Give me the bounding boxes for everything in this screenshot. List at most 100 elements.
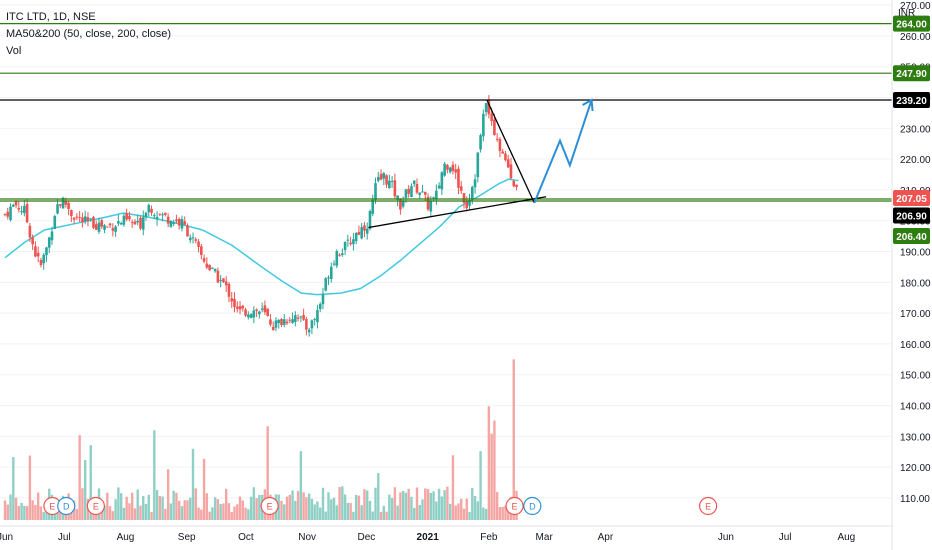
volume-bar (194, 488, 197, 520)
candle-body (487, 99, 491, 115)
volume-bar (252, 487, 256, 520)
candle-body (338, 254, 341, 256)
candle-body (421, 191, 424, 193)
price-tick-label: 260.00 (900, 32, 931, 43)
candle-body (213, 268, 217, 272)
volume-bar (280, 500, 283, 520)
price-axis[interactable]: 270.00260.00250.00240.00230.00220.00210.… (891, 0, 931, 550)
time-tick-label: Jul (58, 532, 71, 543)
price-tick-label: 110.00 (900, 494, 930, 505)
candle-body (103, 225, 106, 230)
volume-bar (225, 488, 228, 520)
candle-body (150, 208, 153, 213)
volume-bar (106, 492, 109, 520)
candle-body (67, 202, 70, 209)
volume-bar (183, 500, 186, 520)
volume-bar (23, 505, 26, 520)
volume-bar (31, 500, 34, 520)
volume-bar (487, 406, 491, 520)
price-label-tags: 264.00 247.90 239.20 207.05 206.90 206.40 (893, 15, 930, 245)
candle-body (404, 189, 408, 198)
volume-indicator-label[interactable]: Vol (6, 45, 22, 57)
candle-body (291, 319, 294, 324)
volume-bar (379, 511, 383, 520)
candle-body (25, 203, 29, 223)
trendline (368, 196, 547, 229)
chart-legend: ITC LTD, 1D, NSE MA50&200 (50, close, 20… (6, 9, 171, 60)
candle-body (14, 201, 18, 206)
projection-arrow[interactable] (533, 98, 594, 204)
candle-body (94, 224, 98, 230)
candle-body (61, 197, 65, 209)
volume-bar (169, 503, 173, 520)
price-tag (893, 15, 930, 32)
candle-body (70, 210, 73, 217)
candle-body (136, 220, 140, 223)
volume-bar (83, 460, 87, 520)
trendlines[interactable] (368, 99, 547, 229)
price-tag-label: 247.90 (896, 69, 927, 80)
candle-body (482, 113, 485, 137)
earnings-marker (86, 496, 105, 516)
candle-body (130, 222, 134, 224)
candle-body (294, 315, 297, 323)
volume-bar (288, 494, 291, 520)
candle-body (446, 164, 449, 170)
volume-bar (493, 420, 496, 520)
volume-bar (78, 435, 81, 520)
volume-bar (316, 501, 319, 520)
event-marker-label: D (63, 502, 70, 512)
volume-bar (291, 490, 294, 520)
price-tick-label: 140.00 (900, 402, 931, 413)
candle-body (476, 152, 480, 178)
volume-bar (64, 511, 68, 520)
volume-bar (111, 511, 115, 520)
candle-body (197, 241, 200, 248)
price-tick-label: 120.00 (900, 463, 931, 474)
candle-body (255, 309, 258, 311)
volume-bar (238, 496, 242, 520)
candle-body (515, 184, 518, 188)
symbol-title[interactable]: ITC LTD, 1D, NSE (6, 11, 96, 23)
volume-bar (341, 486, 344, 520)
time-axis[interactable]: Jun Jul Aug Sep Oct Nov Dec 2021 Feb Mar Apr Jun Jul… (0, 525, 892, 543)
price-tag (893, 92, 930, 108)
candle-body (354, 233, 358, 242)
volume-bar (321, 487, 325, 520)
candle-body (504, 153, 507, 161)
ma50-polyline (4, 178, 519, 296)
candle-body (230, 298, 234, 302)
candle-body (263, 305, 267, 313)
candle-body (410, 186, 413, 198)
time-tick-label: Sep (178, 532, 196, 543)
candle-body (307, 329, 311, 333)
candle-body (343, 242, 347, 251)
candle-body (282, 319, 286, 325)
candle-body (506, 159, 510, 168)
candle-body (271, 326, 275, 330)
volume-bar (53, 509, 56, 520)
candle-body (36, 252, 40, 257)
volume-bar (495, 492, 499, 520)
horizontal-levels[interactable] (0, 23, 892, 202)
candle-body (219, 279, 222, 281)
volume-bar (108, 506, 112, 520)
candle-body (114, 226, 117, 232)
volume-bar (363, 489, 366, 520)
volume-bar (189, 497, 192, 520)
volume-bar (258, 494, 261, 520)
volume-bar (117, 487, 120, 520)
candle-body (313, 319, 316, 321)
candle-body (335, 250, 339, 266)
volume-bar (476, 501, 480, 520)
time-tick-label: Apr (598, 532, 614, 543)
candle-body (258, 311, 261, 315)
volume-bar (133, 508, 137, 520)
candle-body (119, 223, 123, 225)
ma-indicator-label[interactable]: MA50&200 (50, close, 200, close) (6, 28, 172, 40)
volume-bar (426, 489, 430, 520)
volume-bar (382, 505, 386, 520)
volume-bar (216, 499, 220, 520)
